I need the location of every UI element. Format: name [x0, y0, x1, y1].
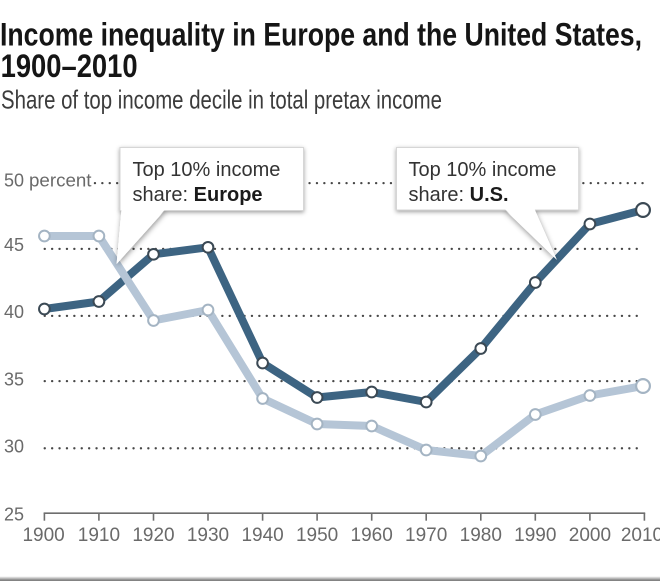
svg-text:1900: 1900 — [22, 525, 64, 546]
svg-text:1930: 1930 — [187, 525, 229, 546]
svg-text:45: 45 — [4, 235, 24, 255]
svg-text:25: 25 — [4, 505, 24, 525]
svg-text:50: 50 — [4, 170, 24, 190]
svg-text:1950: 1950 — [296, 525, 338, 546]
svg-text:1920: 1920 — [132, 525, 174, 546]
svg-text:40: 40 — [4, 302, 24, 322]
svg-text:1900–2010: 1900–2010 — [1, 48, 138, 84]
svg-text:1980: 1980 — [460, 525, 502, 546]
svg-text:Top 10% income: Top 10% income — [409, 159, 557, 181]
svg-text:share: U.S.: share: U.S. — [409, 184, 509, 206]
svg-text:share: Europe: share: Europe — [133, 184, 263, 206]
svg-text:1970: 1970 — [405, 525, 447, 546]
svg-text:1990: 1990 — [514, 525, 556, 546]
svg-text:Top 10% income: Top 10% income — [133, 159, 281, 181]
svg-text:2000: 2000 — [569, 525, 611, 546]
svg-text:Share of top income decile in: Share of top income decile in total pret… — [1, 84, 442, 114]
svg-text:1940: 1940 — [241, 525, 283, 546]
svg-text:35: 35 — [4, 370, 24, 390]
svg-text:percent: percent — [29, 170, 92, 190]
svg-text:2010: 2010 — [621, 525, 660, 546]
svg-text:Income inequality in Europe an: Income inequality in Europe and the Unit… — [0, 17, 642, 53]
svg-text:30: 30 — [4, 436, 24, 456]
svg-text:1910: 1910 — [78, 525, 120, 546]
svg-text:1960: 1960 — [351, 525, 393, 546]
